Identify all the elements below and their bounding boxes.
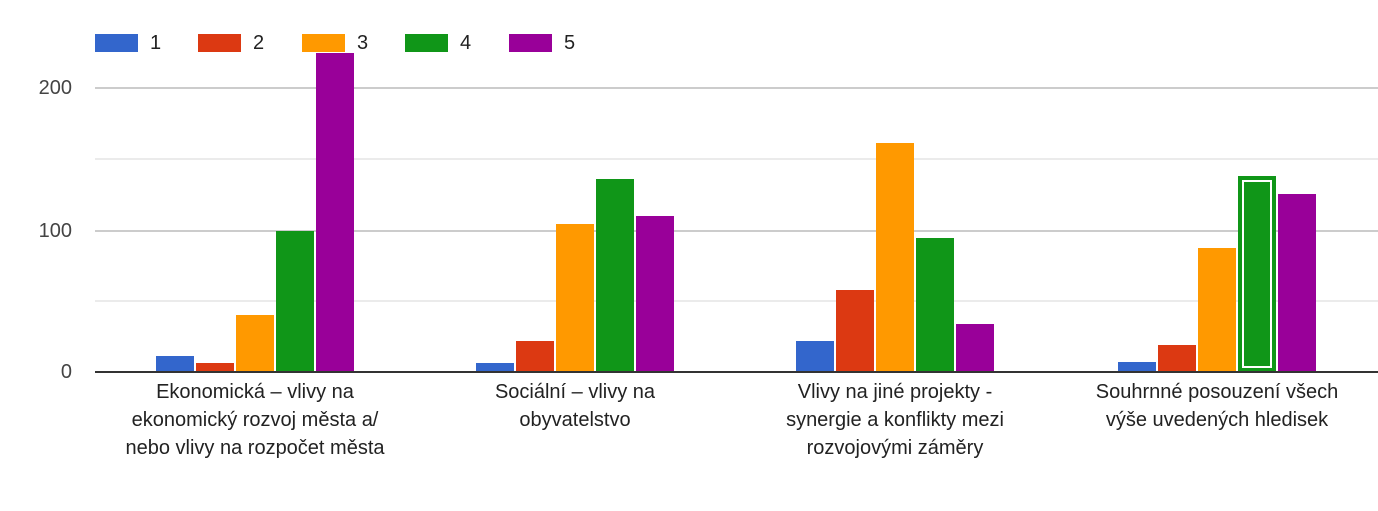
y-tick-100: 100 xyxy=(38,220,72,242)
legend-item-1[interactable]: 1 xyxy=(95,32,162,54)
x-label-souhrnne: Souhrnné posouzení všech výše uvedených … xyxy=(1057,378,1377,434)
gridline-100 xyxy=(95,230,1378,232)
bar-series-5-category-4[interactable] xyxy=(1278,194,1316,372)
x-label-line: obyvatelstvo xyxy=(519,409,631,431)
bar-series-2-category-2[interactable] xyxy=(516,341,554,372)
legend-label-1: 1 xyxy=(150,32,162,54)
legend-swatch-5 xyxy=(509,34,552,52)
bar-series-5-category-1[interactable] xyxy=(316,53,354,372)
x-label-line: výše uvedených hledisek xyxy=(1105,409,1329,431)
legend-item-5[interactable]: 5 xyxy=(509,32,576,54)
bar-series-1-category-1[interactable] xyxy=(156,356,194,372)
bar-series-4-category-3[interactable] xyxy=(916,238,954,372)
x-label-line: rozvojovými záměry xyxy=(806,437,984,459)
bar-series-3-category-2[interactable] xyxy=(556,224,594,372)
legend-label-2: 2 xyxy=(253,32,265,54)
bar-series-1-category-4[interactable] xyxy=(1118,362,1156,372)
x-label-line: ekonomický rozvoj města a/ xyxy=(131,409,379,431)
x-label-line: Souhrnné posouzení všech xyxy=(1095,381,1339,403)
y-tick-200: 200 xyxy=(38,77,72,99)
bar-series-3-category-1[interactable] xyxy=(236,315,274,372)
gridline-50 xyxy=(95,300,1378,302)
bar-series-3-category-3[interactable] xyxy=(876,143,914,372)
legend-swatch-1 xyxy=(95,34,138,52)
legend-item-3[interactable]: 3 xyxy=(302,32,369,54)
bar-series-1-category-2[interactable] xyxy=(476,363,514,372)
x-label-line: nebo vlivy na rozpočet města xyxy=(125,437,385,459)
legend-item-4[interactable]: 4 xyxy=(405,32,472,54)
x-label-line: Sociální – vlivy na xyxy=(494,381,656,403)
x-label-line: Ekonomická – vlivy na xyxy=(156,381,354,403)
x-label-line: Vlivy na jiné projekty - xyxy=(797,381,993,403)
legend-label-3: 3 xyxy=(357,32,369,54)
gridline-150 xyxy=(95,158,1378,160)
x-label-vlivy-na-projekty: Vlivy na jiné projekty - synergie a konf… xyxy=(735,378,1055,462)
legend-swatch-4 xyxy=(405,34,448,52)
bar-series-5-category-3[interactable] xyxy=(956,324,994,372)
bar-series-2-category-1[interactable] xyxy=(196,363,234,372)
bar-series-3-category-4[interactable] xyxy=(1198,248,1236,372)
x-label-ekonomicka: Ekonomická – vlivy na ekonomický rozvoj … xyxy=(95,378,415,462)
bar-series-4-category-4[interactable] xyxy=(1238,176,1276,372)
x-axis-baseline xyxy=(95,371,1378,373)
legend-swatch-3 xyxy=(302,34,345,52)
y-tick-0: 0 xyxy=(60,361,72,383)
bar-series-5-category-2[interactable] xyxy=(636,216,674,372)
x-label-line: synergie a konflikty mezi xyxy=(786,409,1004,431)
bar-series-1-category-3[interactable] xyxy=(796,341,834,372)
x-label-socialni: Sociální – vlivy na obyvatelstvo xyxy=(415,378,735,434)
legend-swatch-2 xyxy=(198,34,241,52)
bar-series-4-category-1[interactable] xyxy=(276,231,314,372)
gridline-200 xyxy=(95,87,1378,89)
bar-series-2-category-4[interactable] xyxy=(1158,345,1196,372)
legend-label-5: 5 xyxy=(564,32,576,54)
bar-series-2-category-3[interactable] xyxy=(836,290,874,372)
bar-series-4-category-2[interactable] xyxy=(596,179,634,372)
legend-label-4: 4 xyxy=(460,32,472,54)
legend-item-2[interactable]: 2 xyxy=(198,32,265,54)
